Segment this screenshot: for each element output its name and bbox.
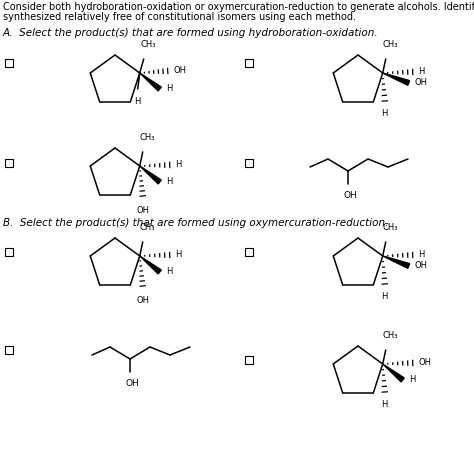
- Text: A.  Select the product(s) that are formed using hydroboration-oxidation.: A. Select the product(s) that are formed…: [3, 28, 379, 38]
- Text: H: H: [166, 84, 172, 93]
- Text: H: H: [418, 250, 424, 259]
- Text: CH₃: CH₃: [383, 223, 399, 232]
- Text: H: H: [382, 109, 388, 118]
- Text: OH: OH: [125, 379, 139, 388]
- Text: H: H: [382, 292, 388, 301]
- Text: CH₃: CH₃: [140, 133, 155, 142]
- Bar: [245, 159, 253, 167]
- Text: H: H: [409, 375, 415, 384]
- Text: CH₃: CH₃: [383, 331, 399, 340]
- Text: H: H: [166, 177, 172, 186]
- Polygon shape: [383, 364, 404, 382]
- Text: OH: OH: [414, 262, 427, 271]
- Text: H: H: [175, 250, 181, 259]
- Text: OH: OH: [418, 358, 431, 367]
- Polygon shape: [140, 73, 161, 91]
- Bar: [5, 248, 13, 256]
- Polygon shape: [140, 166, 161, 184]
- Text: H: H: [166, 267, 172, 276]
- Text: H: H: [175, 161, 181, 170]
- Bar: [5, 159, 13, 167]
- Text: synthesized relatively free of constitutional isomers using each method.: synthesized relatively free of constitut…: [3, 12, 356, 22]
- Bar: [5, 59, 13, 67]
- Bar: [5, 346, 13, 354]
- Text: CH₃: CH₃: [383, 40, 399, 49]
- Text: B.  Select the product(s) that are formed using oxymercuration-reduction.: B. Select the product(s) that are formed…: [3, 218, 388, 228]
- Text: OH: OH: [136, 206, 149, 215]
- Text: Consider both hydroboration-oxidation or oxymercuration-reduction to generate al: Consider both hydroboration-oxidation or…: [3, 2, 474, 12]
- Polygon shape: [383, 73, 410, 85]
- Bar: [245, 356, 253, 364]
- Text: OH: OH: [136, 296, 149, 305]
- Text: H: H: [382, 400, 388, 409]
- Text: CH₃: CH₃: [140, 223, 155, 232]
- Polygon shape: [383, 256, 410, 268]
- Text: OH: OH: [343, 191, 357, 200]
- Bar: [245, 59, 253, 67]
- Polygon shape: [140, 256, 161, 274]
- Bar: [245, 248, 253, 256]
- Text: H: H: [418, 67, 424, 76]
- Text: OH: OH: [414, 79, 427, 88]
- Text: H: H: [135, 97, 141, 106]
- Text: CH₃: CH₃: [141, 40, 156, 49]
- Text: OH: OH: [173, 66, 186, 75]
